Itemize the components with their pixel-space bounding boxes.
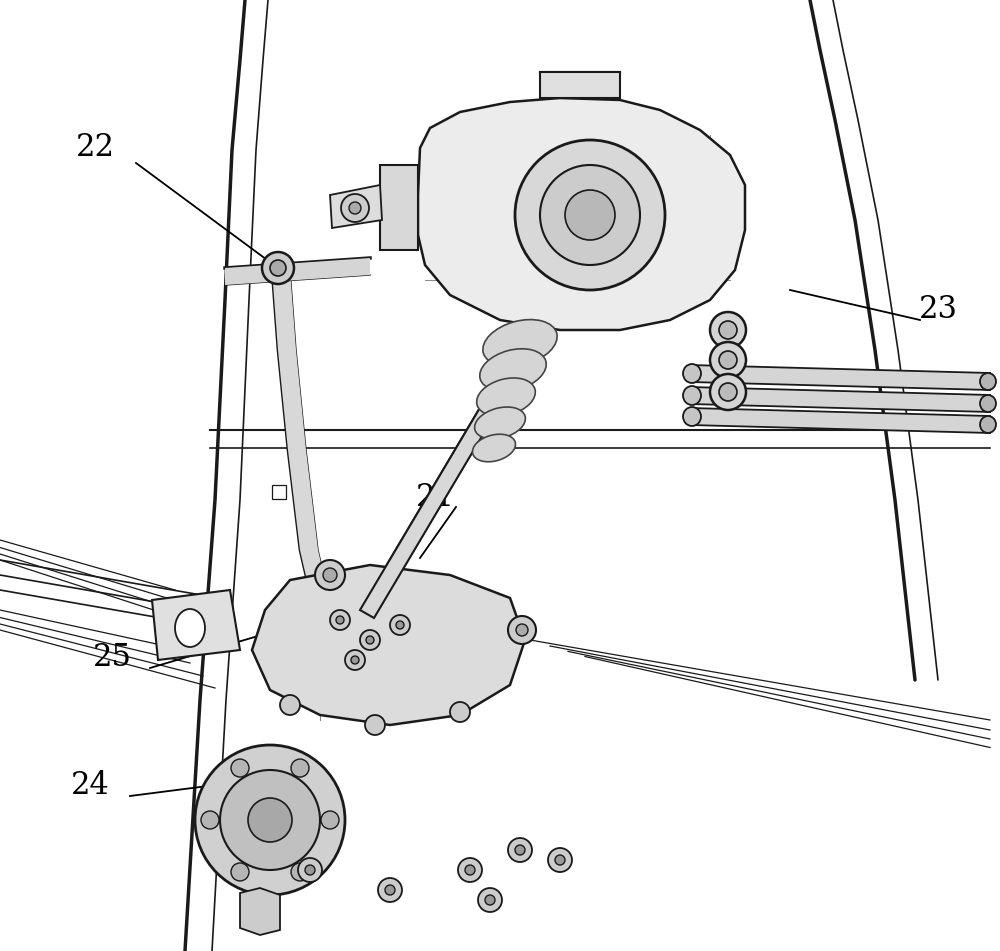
Polygon shape [330,185,382,228]
Circle shape [485,895,495,905]
FancyBboxPatch shape [272,485,286,499]
Circle shape [270,260,286,276]
Circle shape [305,865,315,875]
Circle shape [719,351,737,369]
Circle shape [321,811,339,829]
Polygon shape [240,888,280,935]
Circle shape [262,252,294,284]
Circle shape [315,560,345,590]
Polygon shape [225,258,370,285]
Circle shape [291,863,309,881]
Circle shape [298,858,322,882]
Circle shape [710,312,746,348]
Circle shape [548,848,572,872]
Circle shape [248,798,292,842]
Polygon shape [690,387,990,412]
Circle shape [341,194,369,222]
Text: 22: 22 [76,132,114,164]
Polygon shape [540,72,620,98]
Polygon shape [418,98,745,330]
Ellipse shape [477,378,535,416]
Circle shape [385,885,395,895]
Circle shape [201,811,219,829]
Circle shape [515,845,525,855]
Circle shape [719,383,737,401]
Circle shape [516,624,528,636]
Circle shape [351,656,359,664]
Ellipse shape [472,435,516,462]
Circle shape [710,374,746,410]
Circle shape [345,650,365,670]
Circle shape [231,759,249,777]
Circle shape [330,610,350,630]
Ellipse shape [480,349,546,391]
Circle shape [323,568,337,582]
Ellipse shape [683,386,701,405]
Ellipse shape [175,609,205,647]
Ellipse shape [483,320,557,366]
Ellipse shape [475,407,525,439]
Circle shape [336,616,344,624]
Circle shape [365,715,385,735]
Text: 25: 25 [92,642,132,672]
Text: 23: 23 [918,295,958,325]
Circle shape [280,695,300,715]
Circle shape [360,630,380,650]
Circle shape [565,190,615,240]
Circle shape [515,140,665,290]
Circle shape [508,838,532,862]
Ellipse shape [980,416,996,433]
Circle shape [508,616,536,644]
Circle shape [396,621,404,629]
Text: 24: 24 [71,769,109,801]
Polygon shape [152,590,240,660]
Circle shape [390,615,410,635]
Polygon shape [690,365,990,390]
Polygon shape [360,320,548,618]
Circle shape [195,745,345,895]
Ellipse shape [980,395,996,412]
Text: 21: 21 [416,482,454,514]
Circle shape [710,342,746,378]
Polygon shape [690,408,990,433]
Circle shape [719,321,737,339]
Polygon shape [252,565,525,725]
Circle shape [220,770,320,870]
Circle shape [540,165,640,265]
Polygon shape [272,270,333,615]
Circle shape [366,636,374,644]
Circle shape [349,202,361,214]
Ellipse shape [683,407,701,426]
Circle shape [291,759,309,777]
Circle shape [465,865,475,875]
Polygon shape [380,165,418,250]
Circle shape [458,858,482,882]
Circle shape [555,855,565,865]
Circle shape [231,863,249,881]
Ellipse shape [683,364,701,383]
Circle shape [450,702,470,722]
Circle shape [378,878,402,902]
Ellipse shape [980,373,996,390]
Circle shape [478,888,502,912]
